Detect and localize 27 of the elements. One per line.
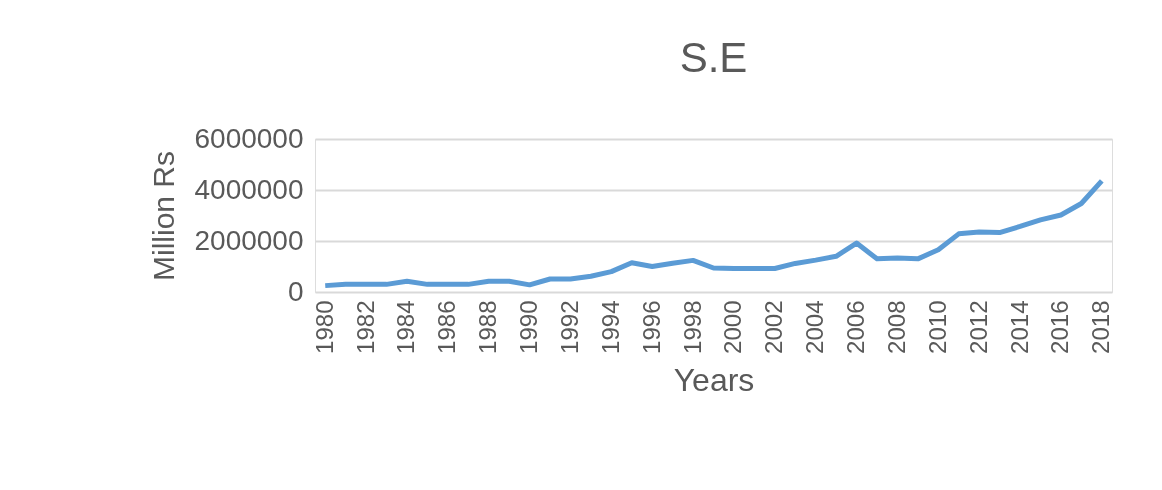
x-tick-label: 1982 [351,300,379,354]
y-axis-title: Million Rs [147,150,181,282]
x-tick-label: 1986 [433,300,461,354]
x-tick-label: 2008 [882,300,910,354]
y-tick-label: 4000000 [194,173,304,205]
x-tick-label: 1994 [596,300,624,354]
chart-title: S.E [679,34,748,81]
x-tick-label: 2010 [923,300,951,354]
x-tick-label: 2000 [719,300,747,354]
y-tick-label: 6000000 [194,122,304,154]
x-tick-label: 1996 [637,300,665,354]
x-tick-label: 2002 [760,300,788,354]
x-tick-label: 2004 [801,300,829,354]
x-axis-title: Years [673,361,755,398]
x-tick-label: 1992 [555,300,583,354]
y-tick-label: 0 [287,275,304,307]
x-tick-label: 1990 [515,300,543,354]
x-tick-label: 2012 [964,300,992,354]
x-tick-label: 1984 [392,300,420,354]
x-tick-label: 2006 [842,300,870,354]
y-tick-label: 2000000 [194,224,304,256]
x-tick-label: 2014 [1005,300,1033,354]
x-tick-label: 1998 [678,300,706,354]
x-tick-label: 2018 [1087,300,1115,354]
x-tick-label: 1980 [310,300,338,354]
x-tick-label: 1988 [474,300,502,354]
x-tick-label: 2016 [1046,300,1074,354]
